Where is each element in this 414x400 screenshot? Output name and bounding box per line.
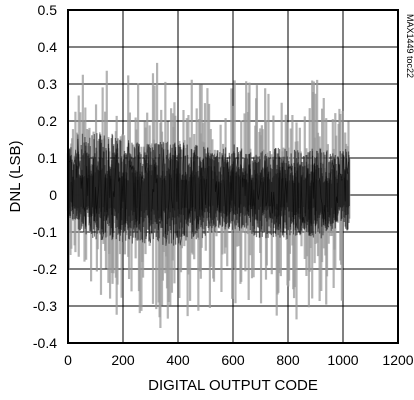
y-axis-label: DNL (LSB) — [7, 141, 24, 213]
y-tick-label: 0.4 — [38, 39, 58, 55]
y-tick-labels: 0.5 0.4 0.3 0.2 0.1 0 -0.1 -0.2 -0.3 -0.4 — [33, 2, 57, 351]
y-tick-label: 0 — [49, 187, 57, 203]
x-axis-label: DIGITAL OUTPUT CODE — [148, 377, 318, 394]
y-tick-label: -0.3 — [33, 298, 57, 314]
x-tick-label: 400 — [166, 352, 190, 368]
y-tick-label: 0.1 — [38, 150, 58, 166]
y-tick-label: -0.1 — [33, 224, 57, 240]
x-tick-label: 1000 — [327, 352, 358, 368]
x-tick-labels: 0 200 400 600 800 1000 1200 — [64, 352, 414, 368]
figure-id-label: MAX1449 toc22 — [405, 14, 414, 78]
x-tick-label: 1200 — [382, 352, 413, 368]
dnl-series — [66, 62, 351, 328]
x-tick-label: 600 — [221, 352, 245, 368]
y-tick-label: -0.4 — [33, 335, 57, 351]
x-tick-label: 200 — [111, 352, 135, 368]
x-tick-label: 800 — [276, 352, 300, 368]
y-tick-label: 0.5 — [38, 2, 58, 18]
y-tick-label: 0.3 — [38, 76, 58, 92]
plot-frame — [67, 9, 399, 344]
x-tick-label: 0 — [64, 352, 72, 368]
y-tick-label: -0.2 — [33, 261, 57, 277]
dnl-trace — [67, 132, 349, 246]
y-tick-label: 0.2 — [38, 113, 58, 129]
